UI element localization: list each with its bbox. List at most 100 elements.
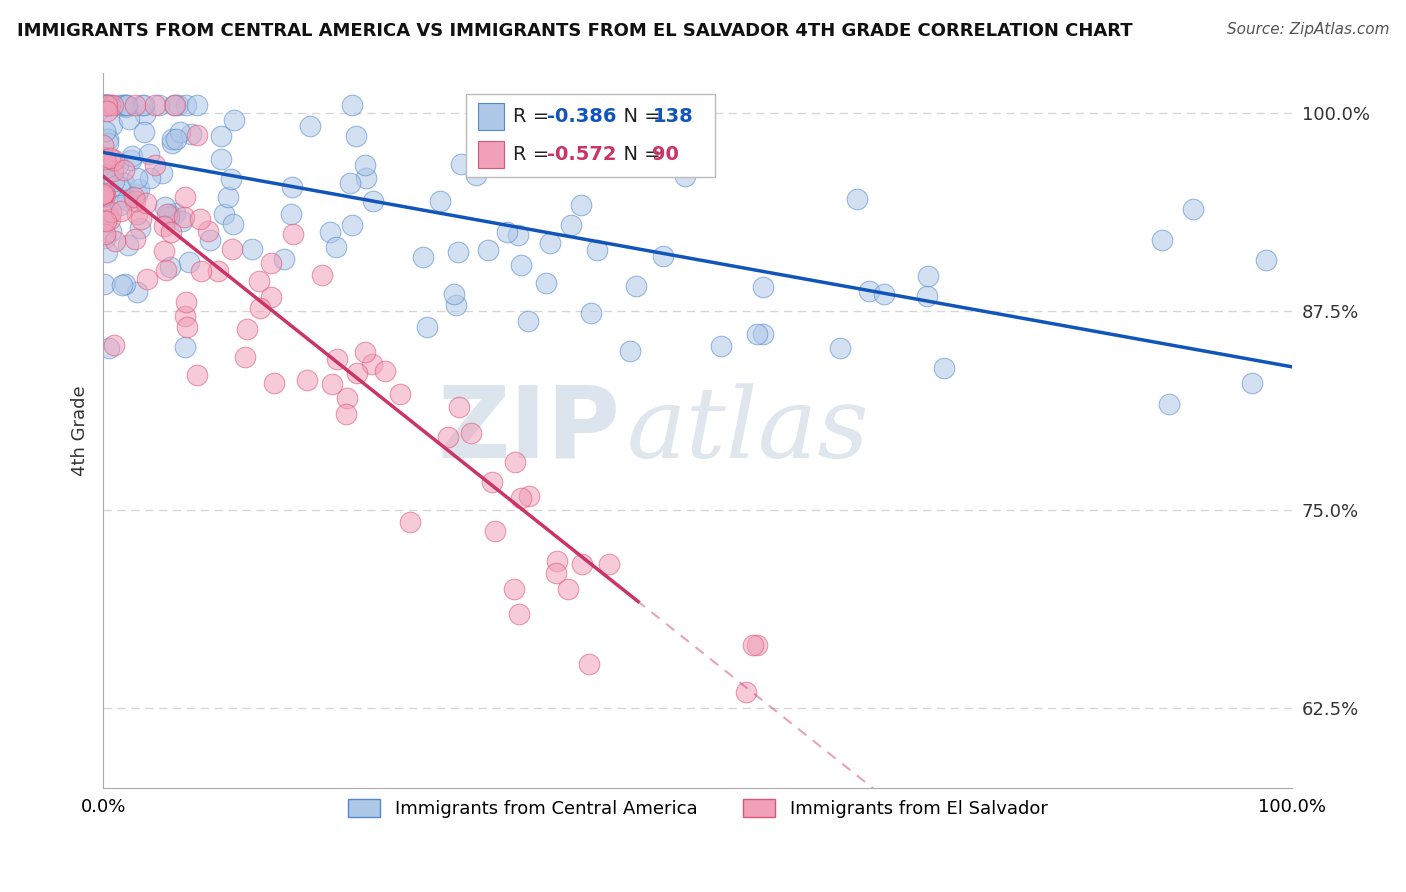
Point	[163, 97, 186, 112]
Point	[93, 277, 115, 292]
Point	[112, 162, 135, 177]
Point	[412, 250, 434, 264]
Point	[173, 309, 195, 323]
Point	[544, 566, 567, 580]
Text: N =: N =	[610, 107, 666, 126]
Point	[209, 152, 232, 166]
Point	[502, 582, 524, 596]
Point	[114, 100, 136, 114]
Point	[96, 245, 118, 260]
Point	[143, 158, 166, 172]
Point	[124, 194, 146, 208]
Point	[169, 125, 191, 139]
Point	[546, 554, 568, 568]
Point	[91, 155, 114, 169]
Point	[598, 146, 620, 161]
Point	[93, 187, 115, 202]
Point	[93, 97, 115, 112]
Point	[96, 103, 118, 118]
Point	[174, 189, 197, 203]
Point	[143, 97, 166, 112]
Point	[115, 194, 138, 208]
Point	[197, 224, 219, 238]
Point	[136, 272, 159, 286]
Point	[212, 207, 235, 221]
Point	[107, 158, 129, 172]
Point	[134, 106, 156, 120]
Point	[167, 97, 190, 112]
Point	[98, 97, 121, 112]
Point	[1152, 233, 1174, 247]
Point	[180, 127, 202, 141]
Point	[356, 171, 378, 186]
Point	[569, 198, 592, 212]
Point	[111, 278, 134, 293]
Point	[94, 152, 117, 166]
Point	[465, 168, 488, 182]
Point	[398, 516, 420, 530]
Point	[97, 207, 120, 221]
Point	[98, 97, 121, 112]
Point	[516, 314, 538, 328]
Point	[598, 557, 620, 571]
Point	[94, 97, 117, 112]
Point	[242, 243, 264, 257]
Point	[447, 400, 470, 414]
Point	[752, 280, 775, 294]
Point	[179, 255, 201, 269]
Point	[108, 97, 131, 112]
Point	[148, 97, 170, 112]
Point	[97, 132, 120, 146]
Point	[131, 97, 153, 112]
Point	[96, 97, 118, 112]
Point	[93, 97, 115, 112]
Point	[128, 182, 150, 196]
Point	[98, 151, 121, 165]
Point	[477, 243, 499, 257]
Point	[281, 227, 304, 241]
Point	[233, 350, 256, 364]
Point	[934, 361, 956, 376]
Point	[103, 338, 125, 352]
Point	[190, 264, 212, 278]
Point	[153, 219, 176, 234]
Point	[1240, 376, 1263, 390]
Point	[508, 607, 530, 621]
Point	[100, 119, 122, 133]
Point	[509, 491, 531, 505]
Point	[436, 430, 458, 444]
Point	[152, 165, 174, 179]
Point	[845, 192, 868, 206]
Point	[118, 112, 141, 126]
Point	[174, 97, 197, 112]
Point	[94, 161, 117, 176]
Point	[742, 638, 765, 652]
Point	[830, 341, 852, 355]
Point	[138, 147, 160, 161]
Text: N =: N =	[610, 145, 666, 164]
Point	[112, 97, 135, 112]
Point	[579, 305, 602, 319]
Text: IMMIGRANTS FROM CENTRAL AMERICA VS IMMIGRANTS FROM EL SALVADOR 4TH GRADE CORRELA: IMMIGRANTS FROM CENTRAL AMERICA VS IMMIG…	[17, 22, 1132, 40]
Point	[91, 187, 114, 202]
Point	[125, 170, 148, 185]
Point	[163, 205, 186, 219]
Point	[496, 226, 519, 240]
Point	[325, 239, 347, 253]
Point	[1182, 202, 1205, 216]
Point	[517, 489, 540, 503]
Legend: Immigrants from Central America, Immigrants from El Salvador: Immigrants from Central America, Immigra…	[340, 791, 1054, 825]
Point	[93, 190, 115, 204]
Point	[340, 97, 363, 112]
Point	[127, 186, 149, 201]
Point	[120, 153, 142, 168]
Point	[98, 212, 121, 227]
Point	[91, 189, 114, 203]
Text: -0.572: -0.572	[547, 145, 616, 164]
Point	[872, 287, 894, 301]
Point	[247, 274, 270, 288]
Point	[121, 149, 143, 163]
Point	[321, 376, 343, 391]
Point	[157, 210, 180, 224]
Text: -0.386: -0.386	[547, 107, 616, 126]
